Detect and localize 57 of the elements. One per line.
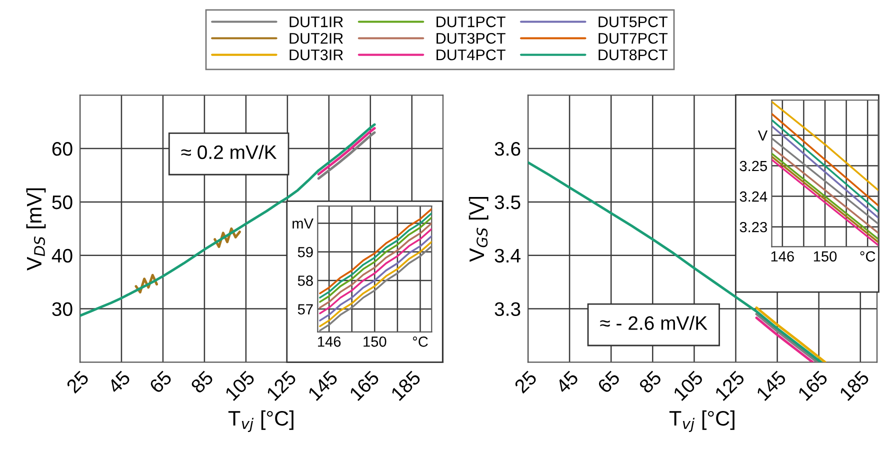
- legend-label: DUT1PCT: [436, 16, 506, 28]
- y-tick-label: 57: [298, 304, 313, 314]
- y-tick-label: 40: [52, 248, 72, 263]
- x-tick-label: 105: [224, 370, 256, 402]
- y-tick-label: 3.25: [740, 160, 767, 172]
- x-tick-label: 185: [390, 370, 422, 402]
- y-tick-label: 3.23: [740, 222, 767, 232]
- y-tick-label: 50: [52, 195, 72, 210]
- x-tick-label: 125: [714, 370, 746, 402]
- x-tick-label: 145: [308, 370, 338, 402]
- legend-label: DUT1IR: [290, 16, 343, 28]
- y-axis-title: V$_{DS}$ [mV]: [26, 188, 46, 271]
- legend-label: DUT4PCT: [436, 49, 506, 60]
- y-tick-label: 3.4: [494, 248, 520, 263]
- legend-label: DUT3PCT: [436, 32, 506, 44]
- legend-label: DUT8PCT: [598, 49, 668, 60]
- legend-label: DUT2IR: [290, 32, 343, 44]
- x-axis-title: T$_{vj}$ [°C]: [228, 410, 294, 432]
- x-tick-label: 85: [638, 370, 662, 394]
- x-tick-label: 146: [318, 336, 341, 347]
- y-tick-label: 30: [52, 302, 72, 316]
- x-tick-label: 65: [148, 370, 172, 394]
- x-tick-label: 125: [266, 370, 297, 402]
- y-tick-label: 3.6: [494, 142, 520, 156]
- y-tick-label: 3.5: [494, 195, 520, 210]
- x-tick-label: 165: [797, 370, 828, 402]
- x-tick-label: 165: [348, 370, 380, 402]
- annotation: ≈ 0.2 mV/K: [181, 144, 277, 160]
- x-tick-label: 150: [814, 251, 837, 262]
- x-tick-label: °C: [860, 251, 876, 262]
- x-tick-label: 25: [514, 370, 538, 394]
- x-axis-title: T$_{vj}$ [°C]: [669, 410, 734, 432]
- annotation: ≈ - 2.6 mV/K: [600, 316, 708, 330]
- x-tick-label: 65: [596, 370, 621, 394]
- x-tick-label: 145: [756, 370, 787, 402]
- x-tick-label: °C: [412, 336, 428, 347]
- y-tick-label: 3.24: [740, 191, 768, 202]
- legend-label: DUT5PCT: [598, 16, 668, 28]
- x-tick-label: 45: [555, 370, 580, 394]
- x-tick-label: 85: [190, 370, 214, 394]
- x-tick-label: 185: [838, 370, 870, 402]
- line-series: [80, 123, 376, 317]
- legend-label: DUT3IR: [290, 49, 343, 60]
- y-axis-title: V$_{GS}$ [V]: [468, 196, 488, 262]
- y-tick-label: 58: [298, 276, 313, 286]
- x-tick-label: 45: [107, 370, 131, 394]
- y-tick-label: mV: [292, 218, 314, 229]
- y-tick-label: 60: [52, 142, 72, 156]
- legend-label: DUT7PCT: [598, 32, 668, 44]
- x-tick-label: 105: [672, 370, 704, 402]
- line-series: [755, 306, 826, 362]
- y-tick-label: 59: [298, 246, 313, 258]
- x-tick-label: 150: [364, 336, 386, 347]
- y-tick-label: V: [758, 130, 768, 141]
- y-tick-label: 3.3: [494, 302, 520, 316]
- x-tick-label: 146: [771, 251, 794, 262]
- x-tick-label: 25: [66, 370, 90, 394]
